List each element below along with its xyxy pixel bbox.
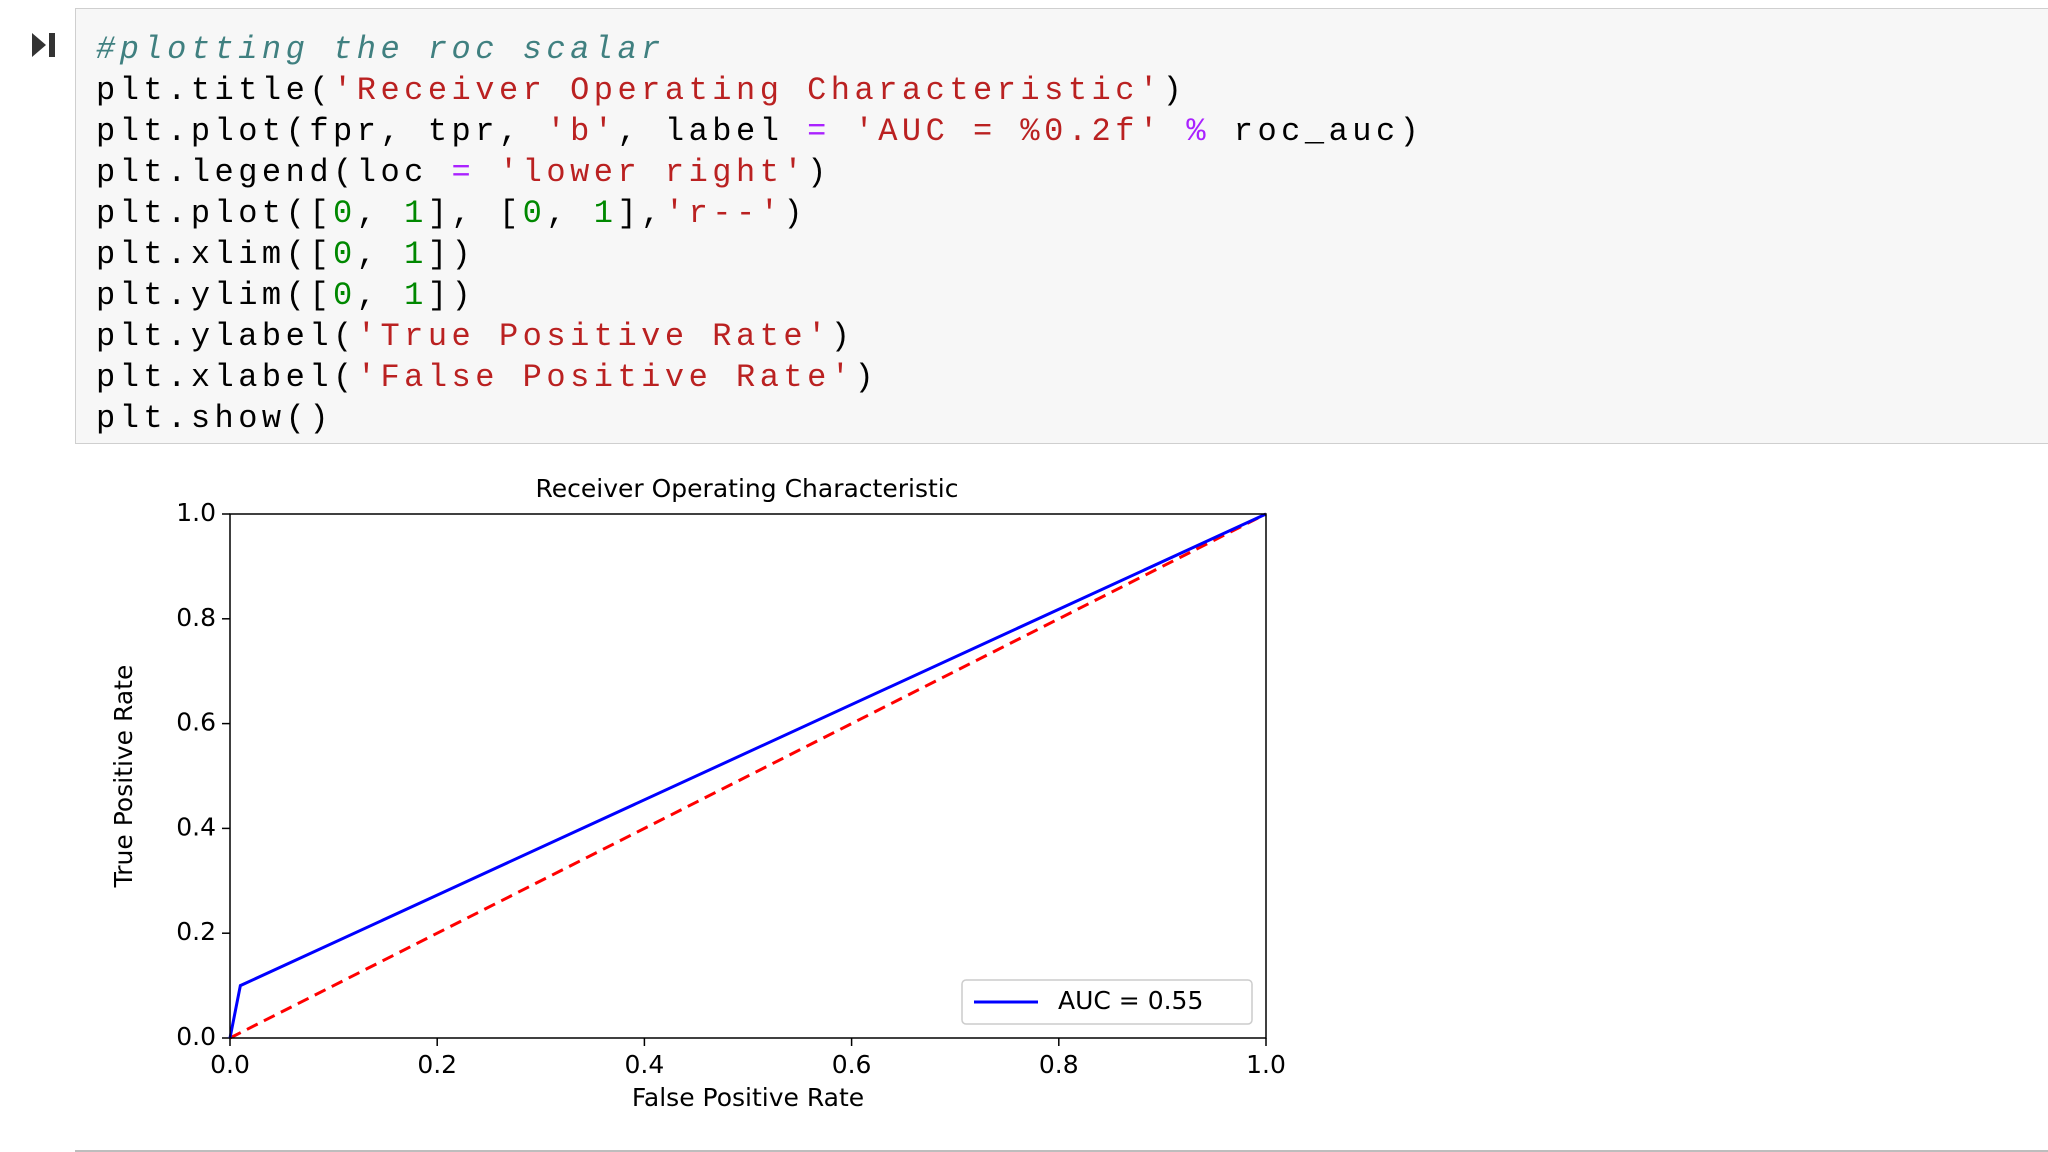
chart: Receiver Operating Characteristic False …: [109, 474, 1286, 1112]
code-block: #plotting the roc scalar plt.title('Recei…: [96, 29, 1423, 439]
code-token: ): [854, 359, 879, 396]
code-line: plt.ylim([0, 1]): [96, 275, 1423, 316]
code-token: ): [807, 154, 831, 191]
run-indicator[interactable]: [30, 30, 60, 60]
code-line: #plotting the roc scalar: [96, 29, 1423, 70]
x-tick-label: 0.8: [1039, 1050, 1079, 1079]
x-tick-label: 0.2: [417, 1050, 457, 1079]
code-token: plt.xlim([: [96, 236, 334, 273]
code-token: ,: [356, 236, 405, 273]
plot-frame: [229, 513, 1267, 1039]
code-cell[interactable]: #plotting the roc scalar plt.title('Recei…: [75, 8, 2048, 444]
code-token: [475, 154, 499, 191]
code-token: 0: [522, 195, 547, 232]
code-token: ,: [356, 195, 405, 232]
y-tick-label: 0.4: [176, 812, 216, 841]
legend-label: AUC = 0.55: [1058, 986, 1203, 1015]
code-token: #plotting the roc scalar: [96, 31, 665, 68]
code-token: 'True Positive Rate': [356, 318, 831, 355]
code-token: 1: [404, 236, 428, 273]
code-token: ]): [427, 236, 476, 273]
code-line: plt.xlabel('False Positive Rate'): [96, 357, 1423, 398]
series-line: [229, 512, 1267, 1040]
code-token: 0: [333, 236, 357, 273]
code-token: plt.legend(loc: [96, 154, 452, 191]
x-axis-label: False Positive Rate: [632, 1083, 864, 1112]
code-line: plt.ylabel('True Positive Rate'): [96, 316, 1423, 357]
code-line: plt.show(): [96, 398, 1423, 439]
code-token: 'Receiver Operating Characteristic': [333, 72, 1163, 109]
code-token: [831, 113, 855, 150]
code-token: 'False Positive Rate': [356, 359, 855, 396]
code-token: ,: [546, 195, 594, 232]
code-token: ],: [617, 195, 665, 232]
code-token: 'r--': [664, 195, 784, 232]
code-token: 1: [404, 195, 428, 232]
code-token: plt.ylabel(: [96, 318, 357, 355]
cell-divider: [75, 1150, 2048, 1152]
code-token: roc_auc): [1210, 113, 1424, 150]
code-token: ]): [427, 277, 476, 314]
code-line: plt.plot([0, 1], [0, 1],'r--'): [96, 193, 1423, 234]
code-token: ): [1162, 72, 1187, 109]
y-tick-label: 0.6: [176, 708, 216, 737]
x-tick-label: 1.0: [1246, 1050, 1286, 1079]
code-token: 0: [333, 195, 357, 232]
code-token: ], [: [427, 195, 523, 232]
x-tick-label: 0.0: [210, 1050, 250, 1079]
code-token: plt.ylim([: [96, 277, 334, 314]
chart-title: Receiver Operating Characteristic: [536, 474, 959, 503]
code-token: plt.plot([: [96, 195, 334, 232]
y-tick-label: 0.0: [176, 1022, 216, 1051]
code-token: 'lower right': [498, 154, 808, 191]
code-token: plt.title(: [96, 72, 334, 109]
code-token: plt.xlabel(: [96, 359, 357, 396]
code-line: plt.title('Receiver Operating Characteri…: [96, 70, 1423, 111]
code-token: ): [830, 318, 855, 355]
code-token: =: [807, 113, 831, 150]
code-token: ,: [356, 277, 405, 314]
x-tick-label: 0.4: [625, 1050, 665, 1079]
code-token: plt.plot(fpr, tpr,: [96, 113, 547, 150]
code-token: 'AUC = %0.2f': [854, 113, 1163, 150]
code-token: ): [783, 195, 808, 232]
code-token: 0: [333, 277, 357, 314]
code-token: 'b': [546, 113, 618, 150]
code-token: 1: [593, 195, 618, 232]
y-tick-label: 1.0: [176, 498, 216, 527]
series-line: [228, 512, 1267, 1039]
code-line: plt.legend(loc = 'lower right'): [96, 152, 1423, 193]
y-axis-label: True Positive Rate: [109, 665, 138, 889]
code-token: , label: [617, 113, 808, 150]
code-token: [1163, 113, 1187, 150]
code-token: %: [1186, 113, 1211, 150]
code-token: =: [451, 154, 476, 191]
x-tick-label: 0.6: [832, 1050, 872, 1079]
legend-box: [961, 979, 1253, 1025]
y-tick-label: 0.8: [176, 603, 216, 632]
code-token: plt.show(): [96, 400, 334, 437]
code-token: 1: [404, 277, 428, 314]
code-line: plt.xlim([0, 1]): [96, 234, 1423, 275]
y-tick-label: 0.2: [176, 917, 216, 946]
code-line: plt.plot(fpr, tpr, 'b', label = 'AUC = %…: [96, 111, 1423, 152]
